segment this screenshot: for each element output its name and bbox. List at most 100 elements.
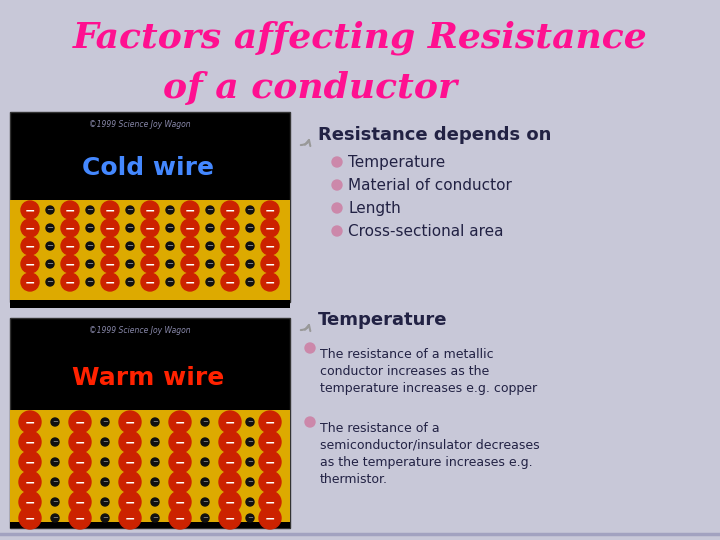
Text: −: − [265,512,275,525]
Circle shape [61,201,79,219]
Circle shape [51,438,59,446]
Text: −: − [225,456,235,469]
Circle shape [259,431,281,453]
Text: −: − [24,416,35,429]
Text: −: − [24,456,35,469]
Text: −: − [104,240,115,253]
Circle shape [166,278,174,286]
Text: −: − [166,206,174,214]
Text: −: − [102,479,108,485]
Circle shape [19,471,41,493]
Text: −: − [207,278,214,287]
Circle shape [51,478,59,486]
FancyBboxPatch shape [10,200,290,300]
Circle shape [151,438,159,446]
Circle shape [166,260,174,268]
Circle shape [261,255,279,273]
Text: −: − [104,205,115,218]
Circle shape [19,411,41,433]
Text: −: − [24,512,35,525]
Circle shape [169,411,191,433]
Text: −: − [75,436,85,449]
Text: −: − [127,206,133,214]
Text: −: − [175,456,185,469]
Text: −: − [175,496,185,510]
Circle shape [201,418,209,426]
Circle shape [119,431,141,453]
Text: −: − [185,222,195,235]
FancyBboxPatch shape [10,112,290,302]
Text: −: − [247,439,253,445]
Text: −: − [145,276,156,289]
FancyBboxPatch shape [10,522,290,528]
Circle shape [51,498,59,506]
Text: −: − [225,512,235,525]
Circle shape [19,491,41,513]
Text: −: − [127,224,133,233]
Text: −: − [24,259,35,272]
Text: −: − [202,439,208,445]
Text: Length: Length [348,200,401,215]
Circle shape [46,260,54,268]
Text: of a conductor: of a conductor [163,71,457,105]
Circle shape [332,180,342,190]
Text: Cold wire: Cold wire [82,156,214,180]
Circle shape [261,201,279,219]
Circle shape [169,471,191,493]
Circle shape [69,411,91,433]
Circle shape [46,224,54,232]
Text: −: − [207,224,214,233]
Circle shape [86,260,94,268]
Text: −: − [246,278,253,287]
Text: −: − [145,222,156,235]
Circle shape [46,242,54,250]
Text: −: − [247,499,253,505]
Text: −: − [166,278,174,287]
Circle shape [141,273,159,291]
Circle shape [261,237,279,255]
Text: −: − [185,240,195,253]
Text: −: − [246,206,253,214]
Text: −: − [52,479,58,485]
Text: −: − [225,476,235,489]
Text: −: − [202,499,208,505]
Circle shape [46,278,54,286]
Text: −: − [65,222,76,235]
Text: −: − [24,276,35,289]
Text: −: − [225,222,235,235]
Text: ©1999 Science Joy Wagon: ©1999 Science Joy Wagon [89,120,191,129]
Text: −: − [75,456,85,469]
Text: −: − [47,206,53,214]
Text: Factors affecting Resistance: Factors affecting Resistance [73,21,647,55]
Text: −: − [152,499,158,505]
Text: Resistance depends on: Resistance depends on [318,126,552,144]
Text: −: − [102,459,108,465]
Text: −: − [24,205,35,218]
Text: −: − [52,459,58,465]
Circle shape [86,242,94,250]
Circle shape [61,273,79,291]
Text: −: − [265,205,275,218]
Text: −: − [202,459,208,465]
Circle shape [21,219,39,237]
Circle shape [246,418,254,426]
Text: −: − [175,476,185,489]
Text: −: − [247,515,253,521]
Circle shape [119,507,141,529]
Circle shape [246,458,254,466]
Circle shape [101,255,119,273]
Circle shape [169,431,191,453]
Text: −: − [24,476,35,489]
Circle shape [141,201,159,219]
Circle shape [126,224,134,232]
Text: −: − [152,479,158,485]
Text: −: − [125,416,135,429]
Text: −: − [152,459,158,465]
Circle shape [206,242,214,250]
Text: −: − [47,278,53,287]
Text: −: − [125,476,135,489]
Circle shape [151,418,159,426]
Circle shape [141,237,159,255]
Text: −: − [102,419,108,425]
Text: −: − [202,419,208,425]
